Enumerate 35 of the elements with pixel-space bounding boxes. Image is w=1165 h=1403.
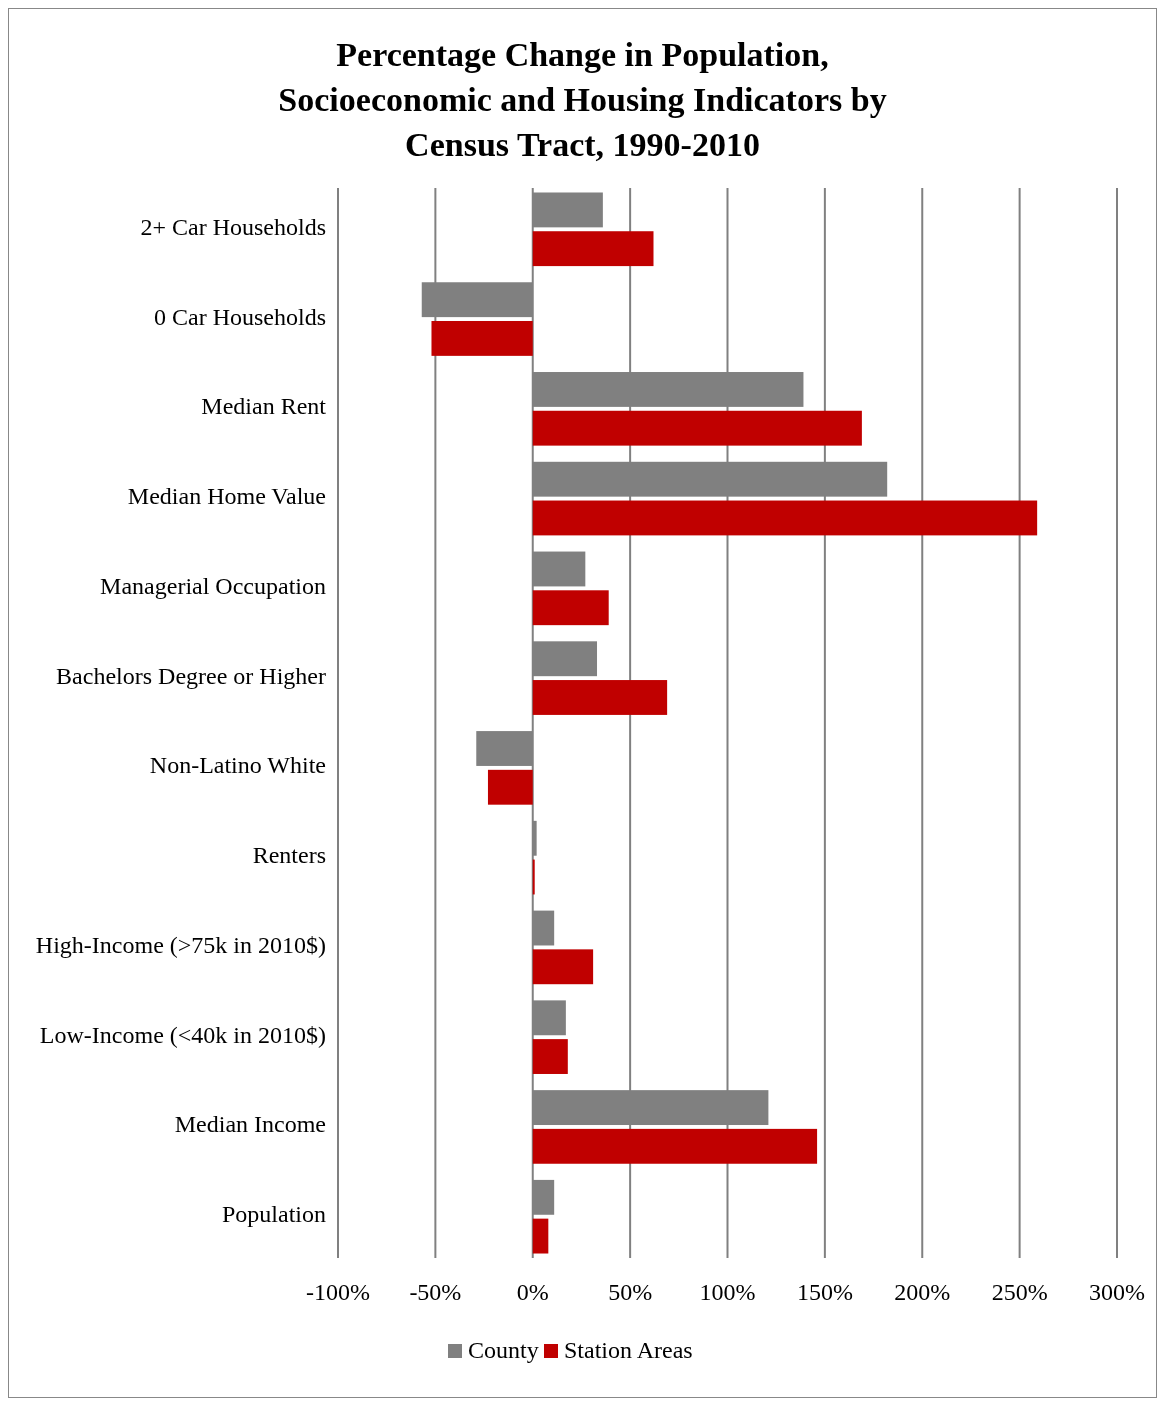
y-tick-label: High-Income (>75k in 2010$) [35, 931, 326, 958]
bar [431, 320, 533, 356]
x-tick-label: 100% [699, 1279, 756, 1305]
x-tick-label: 150% [796, 1279, 853, 1305]
bar [532, 680, 668, 715]
bar [487, 769, 533, 805]
bar [532, 410, 862, 446]
y-tick-label: Median Home Value [127, 483, 326, 510]
x-tick-label: -100% [306, 1279, 370, 1305]
bar [532, 1128, 818, 1164]
bar [532, 500, 1038, 536]
bar [532, 1039, 568, 1074]
bar [532, 1218, 549, 1254]
x-tick-label: -50% [409, 1279, 462, 1305]
bar [532, 949, 594, 985]
bar [532, 590, 609, 626]
x-tick-label: 300% [1089, 1279, 1145, 1305]
y-tick-label: 0 Car Households [154, 303, 326, 330]
chart-title: Percentage Change in Population, Socioeconomic and Housing Indicators by Census Tract, 1990-2010 [278, 36, 887, 163]
legend-label: Station Areas [564, 1337, 693, 1363]
y-tick-label: Renters [252, 842, 326, 869]
y-tick-label: Median Rent [201, 393, 327, 420]
x-tick-label: 250% [991, 1279, 1048, 1305]
x-tick-label: 50% [608, 1279, 653, 1305]
y-tick-label: Low-Income (<40k in 2010$) [39, 1021, 326, 1048]
y-tick-label: Bachelors Degree or Higher [56, 662, 326, 689]
x-tick-label: 0% [516, 1279, 549, 1305]
y-tick-label: Population [221, 1201, 326, 1228]
y-tick-label: Non-Latino White [149, 752, 326, 779]
y-tick-label: 2+ Car Households [140, 213, 326, 240]
y-tick-label: Managerial Occupation [100, 572, 326, 599]
bar [532, 231, 654, 267]
x-tick-label: 200% [894, 1279, 951, 1305]
y-tick-label: Median Income [174, 1111, 326, 1138]
legend-label: County [468, 1337, 539, 1363]
